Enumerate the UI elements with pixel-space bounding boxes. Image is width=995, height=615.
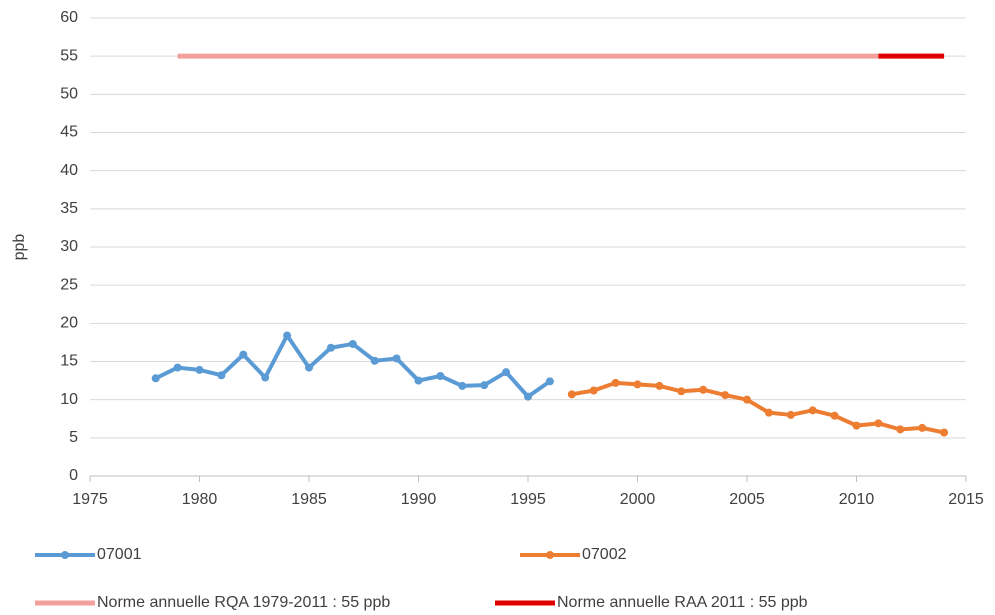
marker (786, 410, 795, 419)
x-tick-label: 1980 (182, 491, 218, 508)
y-tick-label: 15 (60, 353, 78, 370)
x-tick-label: 2015 (948, 491, 984, 508)
marker (655, 381, 664, 390)
marker (874, 419, 883, 428)
marker (261, 373, 270, 382)
marker (677, 387, 686, 396)
legend-marker (546, 551, 554, 559)
y-tick-label: 30 (60, 238, 78, 255)
marker (392, 354, 401, 363)
y-tick-label: 5 (69, 429, 78, 446)
marker (852, 421, 861, 430)
legend-label: 07002 (582, 546, 627, 563)
marker (480, 381, 489, 390)
legend-label: 07001 (97, 546, 142, 563)
x-tick-label: 1995 (510, 491, 546, 508)
y-tick-label: 0 (69, 467, 78, 484)
marker (173, 363, 182, 372)
marker (940, 428, 949, 437)
marker (283, 331, 292, 340)
y-tick-label: 60 (60, 9, 78, 26)
y-tick-label: 10 (60, 391, 78, 408)
legend-marker (61, 551, 69, 559)
marker (217, 371, 226, 380)
marker (611, 378, 620, 387)
x-tick-label: 1990 (401, 491, 437, 508)
y-tick-label: 50 (60, 86, 78, 103)
marker (896, 425, 905, 434)
marker (764, 408, 773, 417)
marker (545, 377, 554, 386)
marker (370, 356, 379, 365)
x-tick-label: 2010 (839, 491, 875, 508)
y-tick-label: 55 (60, 47, 78, 64)
marker (524, 392, 532, 401)
y-tick-label: 20 (60, 315, 78, 332)
marker (195, 365, 204, 374)
marker (918, 423, 927, 432)
marker (721, 391, 730, 400)
y-axis-label: ppb (11, 234, 28, 261)
marker (414, 376, 423, 385)
marker (239, 350, 248, 359)
x-tick-label: 2000 (620, 491, 656, 508)
legend-label: Norme annuelle RAA 2011 : 55 ppb (557, 594, 808, 611)
marker (699, 385, 708, 394)
marker (458, 381, 467, 390)
x-tick-label: 2005 (729, 491, 765, 508)
x-tick-label: 1985 (291, 491, 327, 508)
marker (436, 372, 445, 381)
marker (326, 343, 335, 352)
series-line (571, 380, 945, 435)
marker (151, 374, 160, 383)
marker (830, 411, 839, 420)
marker (589, 386, 598, 395)
marker (502, 368, 511, 377)
x-tick-label: 1975 (72, 491, 108, 508)
y-tick-label: 25 (60, 276, 78, 293)
y-tick-label: 35 (60, 200, 78, 217)
marker (567, 390, 576, 399)
marker (305, 363, 313, 372)
marker (348, 339, 357, 348)
marker (808, 406, 817, 415)
legend-label: Norme annuelle RQA 1979-2011 : 55 ppb (97, 594, 390, 611)
y-tick-label: 40 (60, 162, 78, 179)
marker (633, 380, 642, 389)
y-tick-label: 45 (60, 124, 78, 141)
marker (743, 395, 751, 404)
